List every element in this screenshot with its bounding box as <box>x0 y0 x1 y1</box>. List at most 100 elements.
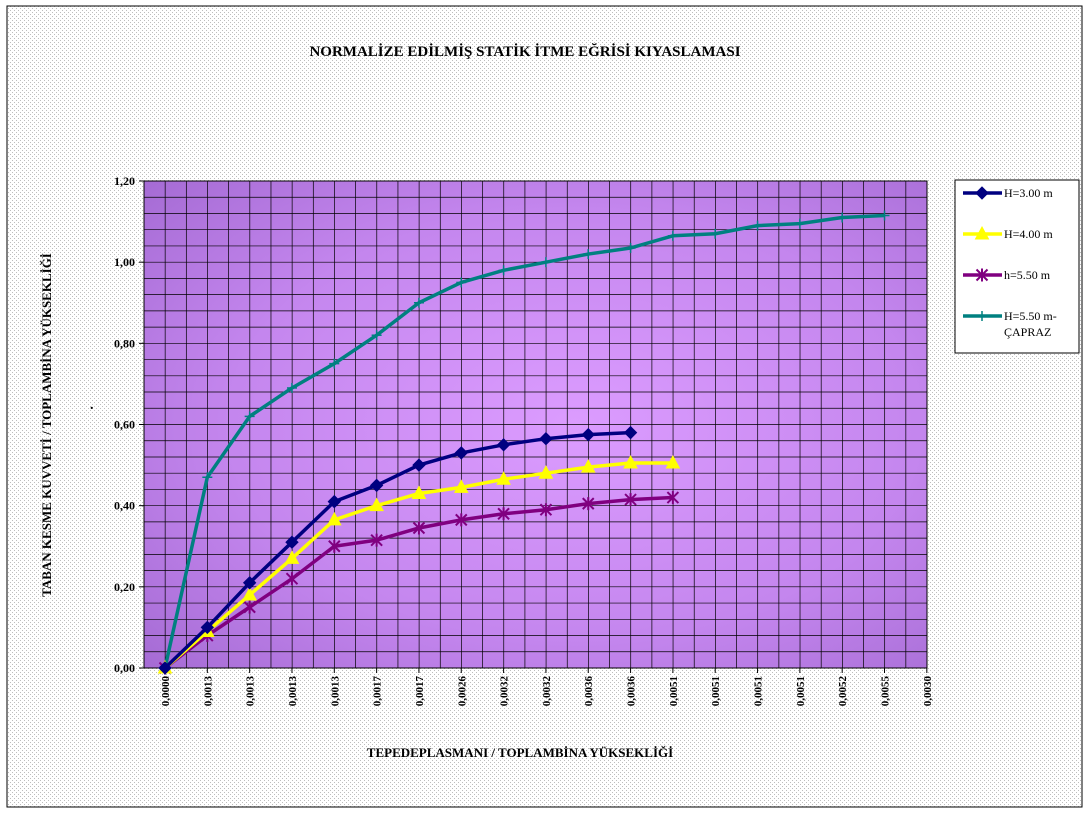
data-point <box>285 572 299 586</box>
data-point <box>580 459 596 473</box>
legend-label: H=5.50 m- ÇAPRAZ <box>1004 309 1057 339</box>
legend-label-line: ÇAPRAZ <box>1004 325 1051 339</box>
x-tick-label: 0,0013 <box>287 676 299 707</box>
data-point <box>329 358 340 369</box>
data-point <box>242 586 257 601</box>
data-point <box>326 511 342 526</box>
x-axis-label: TEPEDEPLASMANI / TOPLAMBİNA YÜKSEKLİĞİ <box>367 745 673 760</box>
data-point <box>411 485 427 499</box>
data-point <box>624 493 637 507</box>
x-tick-label: 0,0013 <box>202 676 214 707</box>
plot-grid <box>143 180 928 669</box>
legend-label: h=5.50 m <box>1004 268 1051 282</box>
x-tick-label: 0,0026 <box>456 676 468 707</box>
data-point <box>539 431 553 446</box>
x-tick-label: 0,0051 <box>710 676 722 706</box>
y-tick-label: 1,20 <box>114 174 135 188</box>
data-point <box>369 497 384 512</box>
chart-title: NORMALİZE EDİLMİŞ STATİK İTME EĞRİSİ KIY… <box>309 43 740 60</box>
data-point <box>498 265 509 276</box>
y-tick-label: 0,20 <box>114 580 135 594</box>
data-point <box>369 478 384 493</box>
series-line <box>163 213 885 669</box>
series-2 <box>158 491 680 675</box>
data-point <box>242 576 257 590</box>
x-tick-label: 0,0051 <box>668 676 680 706</box>
data-point <box>879 210 890 221</box>
x-tick-label: 0,0051 <box>795 676 807 706</box>
x-tick-label: 0,0032 <box>541 676 553 707</box>
legend-swatch-marker <box>975 186 989 200</box>
x-axis: 0,0000 0,0013 0,0013 0,0013 0,0013 0,0017 0,00… <box>160 668 934 706</box>
data-point <box>582 497 595 511</box>
series-layer <box>157 210 890 675</box>
data-point <box>412 521 426 535</box>
data-point <box>454 446 468 460</box>
data-point <box>284 550 300 564</box>
data-point <box>412 458 426 472</box>
legend-label: H=4.00 m <box>1004 227 1053 241</box>
y-tick-label: 1,00 <box>114 255 135 269</box>
x-tick-label: 0,0013 <box>245 676 257 707</box>
y-tick-label: 0,00 <box>114 661 135 675</box>
data-point <box>625 242 636 253</box>
data-point <box>328 539 341 553</box>
data-point <box>453 479 469 493</box>
x-tick-label: 0,0017 <box>372 676 384 707</box>
data-point <box>667 230 678 241</box>
legend-label: H=3.00 m <box>1004 186 1053 200</box>
x-tick-label: 0,0036 <box>583 676 595 707</box>
data-point <box>455 513 468 527</box>
data-point <box>623 425 638 440</box>
data-point <box>243 600 256 614</box>
data-point <box>200 620 215 635</box>
data-point <box>327 494 342 509</box>
data-point <box>286 382 297 393</box>
y-axis: 0,00 0,20 0,40 0,60 0,80 1,00 1,20 <box>114 174 144 675</box>
legend-swatch-marker <box>974 225 990 240</box>
x-tick-label: 0,0000 <box>160 676 172 707</box>
x-tick-label: 0,0032 <box>499 676 511 707</box>
x-tick-label: 0,0013 <box>329 676 341 707</box>
legend-label-line: H=5.50 m- <box>1004 309 1057 323</box>
x-tick-label: 0,0055 <box>880 676 892 707</box>
legend: H=3.00 m H=4.00 m h=5.50 m H=5.50 m- ÇAPRAZ <box>954 179 1080 354</box>
data-point <box>540 257 551 268</box>
data-point <box>583 249 594 260</box>
data-point <box>837 212 848 223</box>
data-point <box>794 218 805 229</box>
data-point <box>581 427 595 442</box>
data-point <box>202 472 213 483</box>
data-point <box>538 465 554 479</box>
data-point <box>665 455 681 469</box>
data-point <box>623 455 638 469</box>
data-point <box>496 471 511 485</box>
data-point <box>539 503 553 517</box>
data-point <box>666 491 680 505</box>
x-tick-label: 0,0051 <box>753 676 765 706</box>
data-point <box>710 228 721 239</box>
y-tick-label: 0,60 <box>114 418 135 432</box>
data-point <box>285 535 299 549</box>
data-point <box>497 507 510 521</box>
x-tick-label: 0,0052 <box>837 676 849 707</box>
data-point <box>370 533 383 547</box>
data-point <box>413 297 424 308</box>
x-tick-label: 0,0030 <box>922 676 934 707</box>
y-axis-label: TABAN KESME KUVVETİ / TOPLAMBİNA YÜKSEKL… <box>39 253 54 597</box>
data-point <box>752 220 763 231</box>
y-tick-label: 0,40 <box>114 499 135 513</box>
data-point <box>496 438 511 452</box>
stray-dot-mark: . <box>90 398 94 413</box>
data-point <box>158 661 172 675</box>
data-point <box>371 330 382 341</box>
y-tick-label: 0,80 <box>114 336 135 350</box>
series-line <box>163 430 631 670</box>
legend-box <box>954 179 1080 354</box>
legend-swatch-marker <box>977 311 987 321</box>
data-point <box>456 277 467 288</box>
x-tick-label: 0,0017 <box>414 676 426 707</box>
legend-items: H=3.00 m H=4.00 m h=5.50 m H=5.50 m- ÇAPRAZ <box>963 186 1057 339</box>
series-0 <box>158 425 638 675</box>
